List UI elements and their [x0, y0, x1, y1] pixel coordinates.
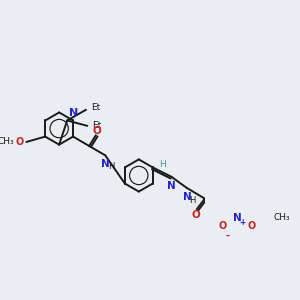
Text: N: N — [183, 192, 192, 202]
Text: +: + — [239, 218, 246, 227]
Text: N: N — [101, 159, 110, 169]
Text: Et: Et — [92, 122, 101, 130]
Text: N: N — [167, 181, 176, 191]
Text: Et: Et — [91, 103, 100, 112]
Text: -: - — [226, 230, 230, 241]
Text: H: H — [159, 160, 166, 169]
Text: H: H — [108, 162, 114, 171]
Text: N: N — [233, 213, 242, 224]
Text: O: O — [16, 137, 24, 147]
Text: H: H — [190, 196, 196, 205]
Text: CH₃: CH₃ — [274, 213, 291, 222]
Text: O: O — [218, 221, 226, 231]
Text: O: O — [191, 210, 200, 220]
Text: O: O — [93, 126, 102, 136]
Text: O: O — [248, 221, 256, 231]
Text: CH₃: CH₃ — [0, 137, 14, 146]
Text: N: N — [68, 109, 78, 118]
